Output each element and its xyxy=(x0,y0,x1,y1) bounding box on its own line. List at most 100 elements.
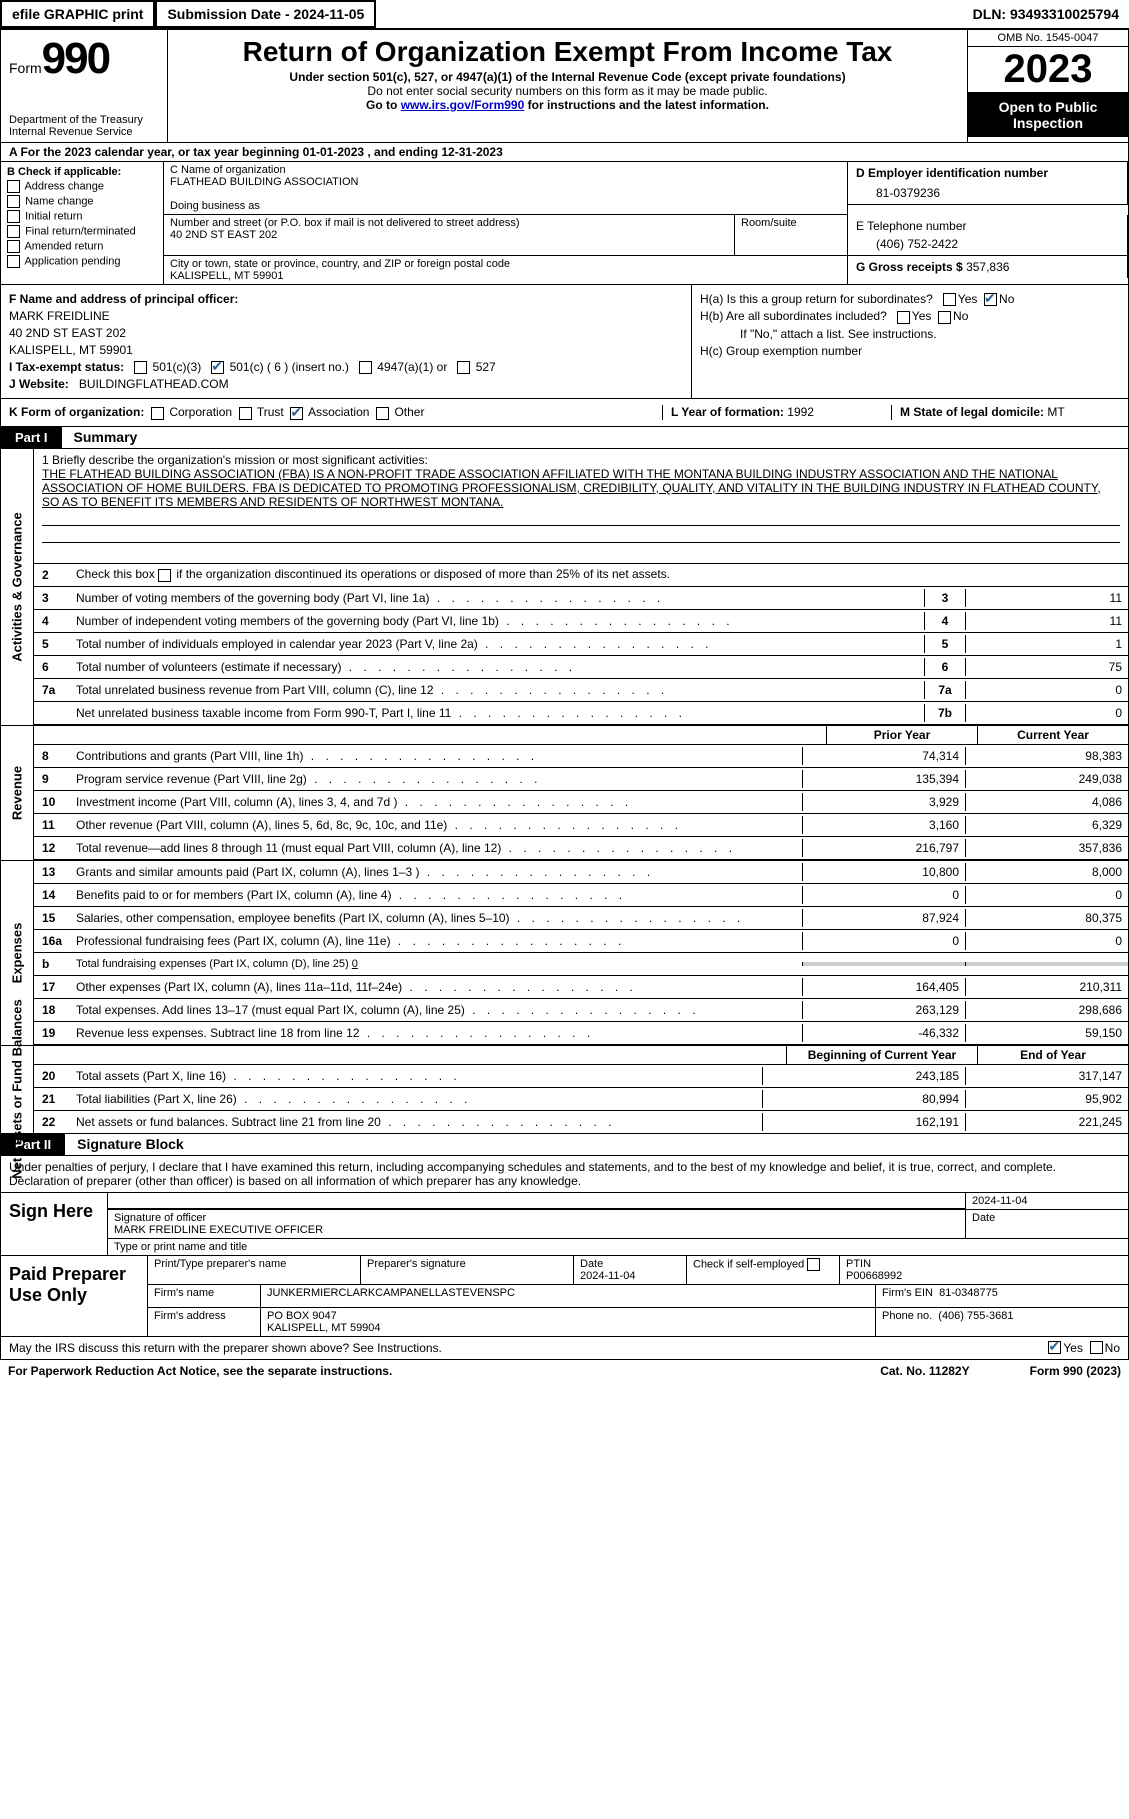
hdr-end: End of Year xyxy=(977,1046,1128,1064)
amended-return-checkbox[interactable] xyxy=(7,240,20,253)
footer-left: For Paperwork Reduction Act Notice, see … xyxy=(8,1364,392,1378)
table-row: 8Contributions and grants (Part VIII, li… xyxy=(34,745,1128,768)
assoc-checkbox[interactable] xyxy=(290,407,303,420)
table-row: 7aTotal unrelated business revenue from … xyxy=(34,679,1128,702)
omb-number: OMB No. 1545-0047 xyxy=(968,30,1128,47)
part-1-header: Part I Summary xyxy=(0,427,1129,449)
address-change-checkbox[interactable] xyxy=(7,180,20,193)
expenses-block: Expenses 13Grants and similar amounts pa… xyxy=(0,861,1129,1046)
part-2-title: Signature Block xyxy=(65,1136,184,1152)
table-row: 3Number of voting members of the governi… xyxy=(34,587,1128,610)
officer-label: F Name and address of principal officer: xyxy=(9,292,238,306)
website-label: J Website: xyxy=(9,377,69,391)
type-name-label: Type or print name and title xyxy=(108,1239,1128,1255)
table-row: 12Total revenue—add lines 8 through 11 (… xyxy=(34,837,1128,860)
table-row: Net unrelated business taxable income fr… xyxy=(34,702,1128,725)
other-checkbox[interactable] xyxy=(376,407,389,420)
hc-label: H(c) Group exemption number xyxy=(700,344,1120,358)
year-formation-value: 1992 xyxy=(787,405,814,419)
vert-exp-label: Expenses xyxy=(10,922,25,983)
city-label: City or town, state or province, country… xyxy=(170,258,841,270)
line2-checkbox[interactable] xyxy=(158,569,171,582)
table-row: 15Salaries, other compensation, employee… xyxy=(34,907,1128,930)
col-d-ein: D Employer identification number 81-0379… xyxy=(848,162,1128,215)
part-1-title: Summary xyxy=(62,429,138,445)
officer-name: MARK FREIDLINE xyxy=(9,309,683,323)
phone-value: (406) 752-2422 xyxy=(856,233,1119,251)
discuss-yes-checkbox[interactable] xyxy=(1048,1341,1061,1354)
table-row: 19Revenue less expenses. Subtract line 1… xyxy=(34,1022,1128,1045)
block-k: K Form of organization: Corporation Trus… xyxy=(0,399,1129,426)
sign-here-block: Sign Here 2024-11-04 Signature of office… xyxy=(0,1193,1129,1256)
submission-date-button[interactable]: Submission Date - 2024-11-05 xyxy=(155,0,376,28)
org-name-value: FLATHEAD BUILDING ASSOCIATION xyxy=(170,176,841,188)
sig-officer-label: Signature of officer xyxy=(114,1212,959,1224)
footer-mid: Cat. No. 11282Y xyxy=(880,1364,969,1378)
table-row: 5Total number of individuals employed in… xyxy=(34,633,1128,656)
trust-checkbox[interactable] xyxy=(239,407,252,420)
hdr-begin: Beginning of Current Year xyxy=(786,1046,977,1064)
part-2-header: Part II Signature Block xyxy=(0,1134,1129,1156)
501c3-checkbox[interactable] xyxy=(134,361,147,374)
subtitle-2: Do not enter social security numbers on … xyxy=(176,84,959,98)
application-pending-checkbox[interactable] xyxy=(7,255,20,268)
ha-no-checkbox[interactable] xyxy=(984,293,997,306)
table-row: 6Total number of volunteers (estimate if… xyxy=(34,656,1128,679)
4947-checkbox[interactable] xyxy=(359,361,372,374)
hb-no-checkbox[interactable] xyxy=(938,311,951,324)
activities-governance-block: Activities & Governance 1 Briefly descri… xyxy=(0,449,1129,726)
hdr-current: Current Year xyxy=(977,726,1128,744)
table-row: 16aProfessional fundraising fees (Part I… xyxy=(34,930,1128,953)
irs-link[interactable]: www.irs.gov/Form990 xyxy=(401,98,525,112)
col-b-label: B Check if applicable: xyxy=(7,166,157,178)
ha-label: H(a) Is this a group return for subordin… xyxy=(700,292,933,306)
sig-officer-value: MARK FREIDLINE EXECUTIVE OFFICER xyxy=(114,1224,959,1236)
self-employed-checkbox[interactable] xyxy=(807,1258,820,1271)
hb-label: H(b) Are all subordinates included? xyxy=(700,309,887,323)
table-row: 17Other expenses (Part IX, column (A), l… xyxy=(34,976,1128,999)
ein-value: 81-0379236 xyxy=(856,180,1119,200)
hdr-prior: Prior Year xyxy=(826,726,977,744)
form-word: Form xyxy=(9,60,42,76)
dln-label: DLN: 93493310025794 xyxy=(963,0,1129,28)
sign-here-label: Sign Here xyxy=(1,1193,108,1255)
corp-checkbox[interactable] xyxy=(151,407,164,420)
discuss-text: May the IRS discuss this return with the… xyxy=(9,1341,442,1355)
col-c-org-info: C Name of organization FLATHEAD BUILDING… xyxy=(164,162,1128,284)
hb-yes-checkbox[interactable] xyxy=(897,311,910,324)
table-row: 14Benefits paid to or for members (Part … xyxy=(34,884,1128,907)
col-b-checkboxes: B Check if applicable: Address change Na… xyxy=(1,162,164,284)
name-change-checkbox[interactable] xyxy=(7,195,20,208)
net-assets-block: Net Assets or Fund Balances Beginning of… xyxy=(0,1046,1129,1134)
vert-rev-label: Revenue xyxy=(10,766,25,820)
ha-yes-checkbox[interactable] xyxy=(943,293,956,306)
527-checkbox[interactable] xyxy=(457,361,470,374)
vert-net-label: Net Assets or Fund Balances xyxy=(10,999,25,1178)
firm-name-label: Firm's name xyxy=(148,1285,261,1307)
subtitle-1: Under section 501(c), 527, or 4947(a)(1)… xyxy=(176,70,959,84)
mission-text: THE FLATHEAD BUILDING ASSOCIATION (FBA) … xyxy=(42,467,1120,509)
initial-return-checkbox[interactable] xyxy=(7,210,20,223)
tax-exempt-label: I Tax-exempt status: xyxy=(9,360,124,374)
paid-preparer-label: Paid Preparer Use Only xyxy=(1,1256,148,1336)
16b-shaded-current xyxy=(965,962,1128,966)
room-label: Room/suite xyxy=(741,217,841,229)
street-label: Number and street (or P.O. box if mail i… xyxy=(170,217,728,229)
table-row: 9Program service revenue (Part VIII, lin… xyxy=(34,768,1128,791)
block-bcd: B Check if applicable: Address change Na… xyxy=(0,162,1129,285)
dba-label: Doing business as xyxy=(170,200,841,212)
501c-checkbox[interactable] xyxy=(211,361,224,374)
paid-preparer-block: Paid Preparer Use Only Print/Type prepar… xyxy=(0,1256,1129,1337)
line-1-label: 1 Briefly describe the organization's mi… xyxy=(42,453,1120,467)
prep-sig-label: Preparer's signature xyxy=(361,1256,574,1284)
gross-label: G Gross receipts $ xyxy=(856,260,963,274)
final-return-checkbox[interactable] xyxy=(7,225,20,238)
street-value: 40 2ND ST EAST 202 xyxy=(170,229,728,241)
table-row: 13Grants and similar amounts paid (Part … xyxy=(34,861,1128,884)
table-row: 4Number of independent voting members of… xyxy=(34,610,1128,633)
year-formation-label: L Year of formation: xyxy=(671,405,784,419)
subtitle-3: Go to www.irs.gov/Form990 for instructio… xyxy=(176,98,959,112)
efile-print-button[interactable]: efile GRAPHIC print xyxy=(0,0,155,28)
line-2-label: Check this box if the organization disco… xyxy=(72,565,1128,583)
discuss-no-checkbox[interactable] xyxy=(1090,1341,1103,1354)
